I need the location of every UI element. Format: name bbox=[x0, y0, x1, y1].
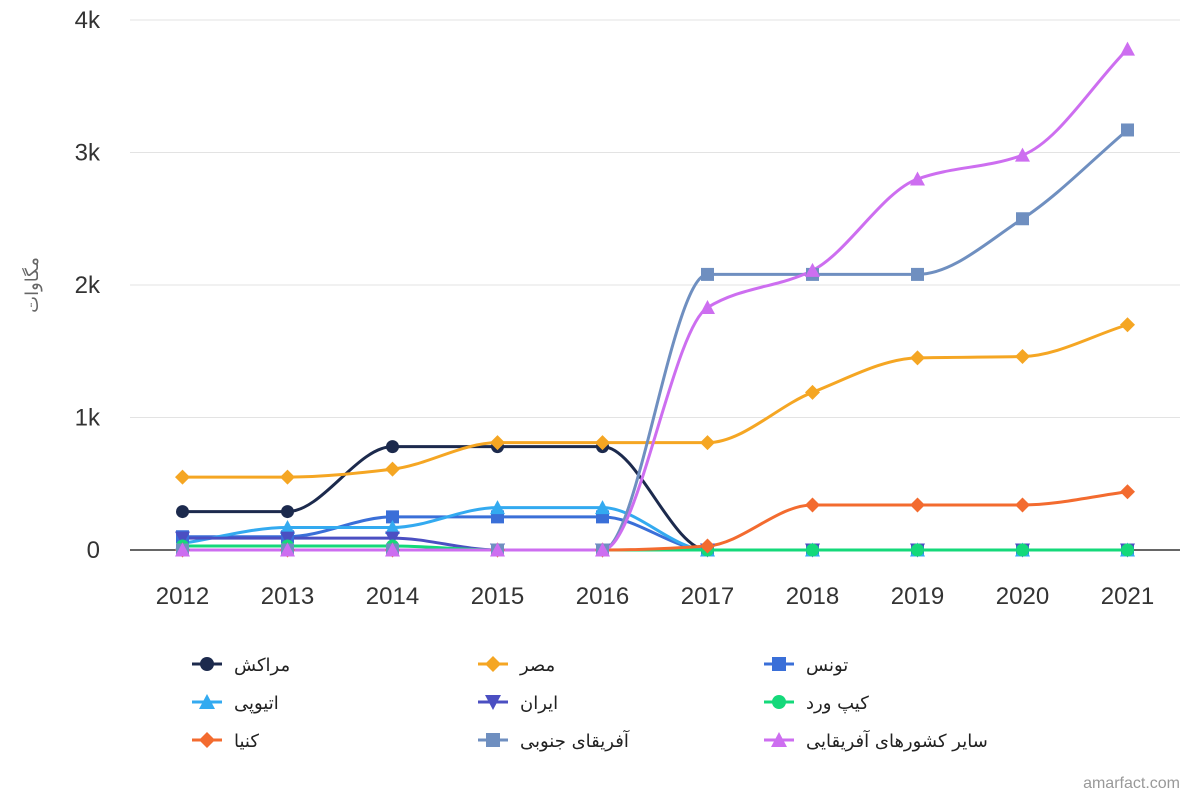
legend-label: مصر bbox=[519, 655, 555, 676]
data-point bbox=[385, 519, 400, 534]
legend-marker bbox=[199, 732, 215, 748]
data-point bbox=[1016, 543, 1029, 557]
data-point bbox=[280, 542, 295, 557]
data-point bbox=[805, 262, 820, 277]
series-lines bbox=[182, 48, 1129, 552]
x-tick-label: 2021 bbox=[1101, 583, 1154, 610]
data-point bbox=[175, 469, 190, 485]
legend: مراکش مصر تونس اتیوپی ایران کیپ ورد کنیا آفریقا… bbox=[192, 655, 988, 752]
data-point bbox=[806, 543, 819, 557]
data-point bbox=[1016, 212, 1029, 226]
data-point bbox=[1121, 543, 1134, 557]
series-line bbox=[182, 128, 1129, 552]
legend-item[interactable]: کیپ ورد bbox=[764, 693, 869, 714]
legend-item[interactable]: ایران bbox=[478, 693, 558, 714]
series-markers bbox=[175, 41, 1135, 558]
legend-label: کیپ ورد bbox=[806, 693, 869, 714]
legend-item[interactable]: مصر bbox=[478, 655, 555, 676]
data-point bbox=[1015, 497, 1030, 513]
legend-marker bbox=[772, 657, 786, 671]
x-tick-label: 2017 bbox=[681, 583, 734, 610]
x-tick-label: 2018 bbox=[786, 583, 839, 610]
legend-label: کنیا bbox=[234, 731, 259, 752]
legend-item[interactable]: اتیوپی bbox=[192, 693, 279, 714]
data-point bbox=[176, 505, 189, 519]
data-point bbox=[385, 461, 400, 477]
data-point bbox=[175, 531, 190, 546]
data-point bbox=[386, 510, 399, 524]
legend-item[interactable]: مراکش bbox=[192, 655, 290, 676]
y-tick-label: 4k bbox=[75, 7, 101, 34]
data-point bbox=[701, 267, 714, 281]
data-point bbox=[911, 543, 924, 557]
x-tick-label: 2014 bbox=[366, 583, 419, 610]
data-point bbox=[700, 538, 715, 554]
data-point bbox=[910, 350, 925, 366]
x-tick-label: 2015 bbox=[471, 583, 524, 610]
data-point bbox=[910, 497, 925, 513]
data-point bbox=[281, 505, 294, 519]
data-point bbox=[175, 542, 190, 557]
data-point bbox=[910, 171, 925, 186]
data-point bbox=[700, 300, 715, 315]
data-point bbox=[805, 384, 820, 400]
axes: 0 1k 2k 3k 4k 2012 2013 2014 2015 2016 2017 2018 201… bbox=[75, 7, 1180, 610]
legend-label: آفریقای جنوبی bbox=[520, 729, 630, 752]
x-tick-label: 2016 bbox=[576, 583, 629, 610]
y-tick-label: 0 bbox=[87, 537, 100, 564]
data-point bbox=[595, 500, 610, 515]
data-point bbox=[280, 469, 295, 485]
data-point bbox=[595, 542, 610, 557]
credit-text: amarfact.com bbox=[1083, 775, 1180, 792]
legend-marker bbox=[485, 695, 501, 710]
legend-label: ایران bbox=[520, 693, 558, 714]
series-line bbox=[182, 323, 1128, 479]
data-point bbox=[490, 500, 505, 515]
y-tick-label: 3k bbox=[75, 140, 101, 167]
legend-label: تونس bbox=[806, 655, 848, 676]
legend-item[interactable]: سایر کشورهای آفریقایی bbox=[764, 729, 988, 752]
series-line bbox=[182, 48, 1129, 552]
legend-marker bbox=[486, 733, 500, 747]
series-line bbox=[182, 506, 1128, 552]
legend-marker bbox=[199, 694, 215, 709]
data-point bbox=[911, 267, 924, 281]
data-point bbox=[1120, 317, 1135, 333]
data-point bbox=[595, 435, 610, 451]
data-point bbox=[490, 542, 505, 557]
legend-marker bbox=[485, 656, 501, 672]
x-tick-label: 2020 bbox=[996, 583, 1049, 610]
x-tick-label: 2013 bbox=[261, 583, 314, 610]
legend-label: اتیوپی bbox=[234, 693, 279, 714]
legend-marker bbox=[772, 695, 786, 709]
data-point bbox=[280, 519, 295, 534]
data-point bbox=[1120, 41, 1135, 56]
data-point bbox=[805, 497, 820, 513]
data-point bbox=[1121, 123, 1134, 137]
data-point bbox=[386, 440, 399, 454]
y-tick-label: 2k bbox=[75, 272, 101, 299]
legend-marker bbox=[771, 732, 787, 747]
legend-label: مراکش bbox=[234, 655, 290, 676]
y-tick-label: 1k bbox=[75, 405, 101, 432]
x-tick-label: 2019 bbox=[891, 583, 944, 610]
legend-item[interactable]: کنیا bbox=[192, 731, 259, 752]
data-point bbox=[1120, 484, 1135, 500]
x-tick-label: 2012 bbox=[156, 583, 209, 610]
data-point bbox=[490, 435, 505, 451]
data-point bbox=[385, 542, 400, 557]
data-point bbox=[1015, 349, 1030, 365]
y-axis-label: مگاوات bbox=[21, 257, 43, 313]
data-point bbox=[280, 531, 295, 546]
data-point bbox=[700, 435, 715, 451]
legend-label: سایر کشورهای آفریقایی bbox=[806, 729, 988, 752]
data-point bbox=[385, 531, 400, 546]
legend-item[interactable]: تونس bbox=[764, 655, 848, 676]
legend-marker bbox=[200, 657, 214, 671]
data-point bbox=[1015, 147, 1030, 162]
legend-item[interactable]: آفریقای جنوبی bbox=[478, 729, 630, 752]
